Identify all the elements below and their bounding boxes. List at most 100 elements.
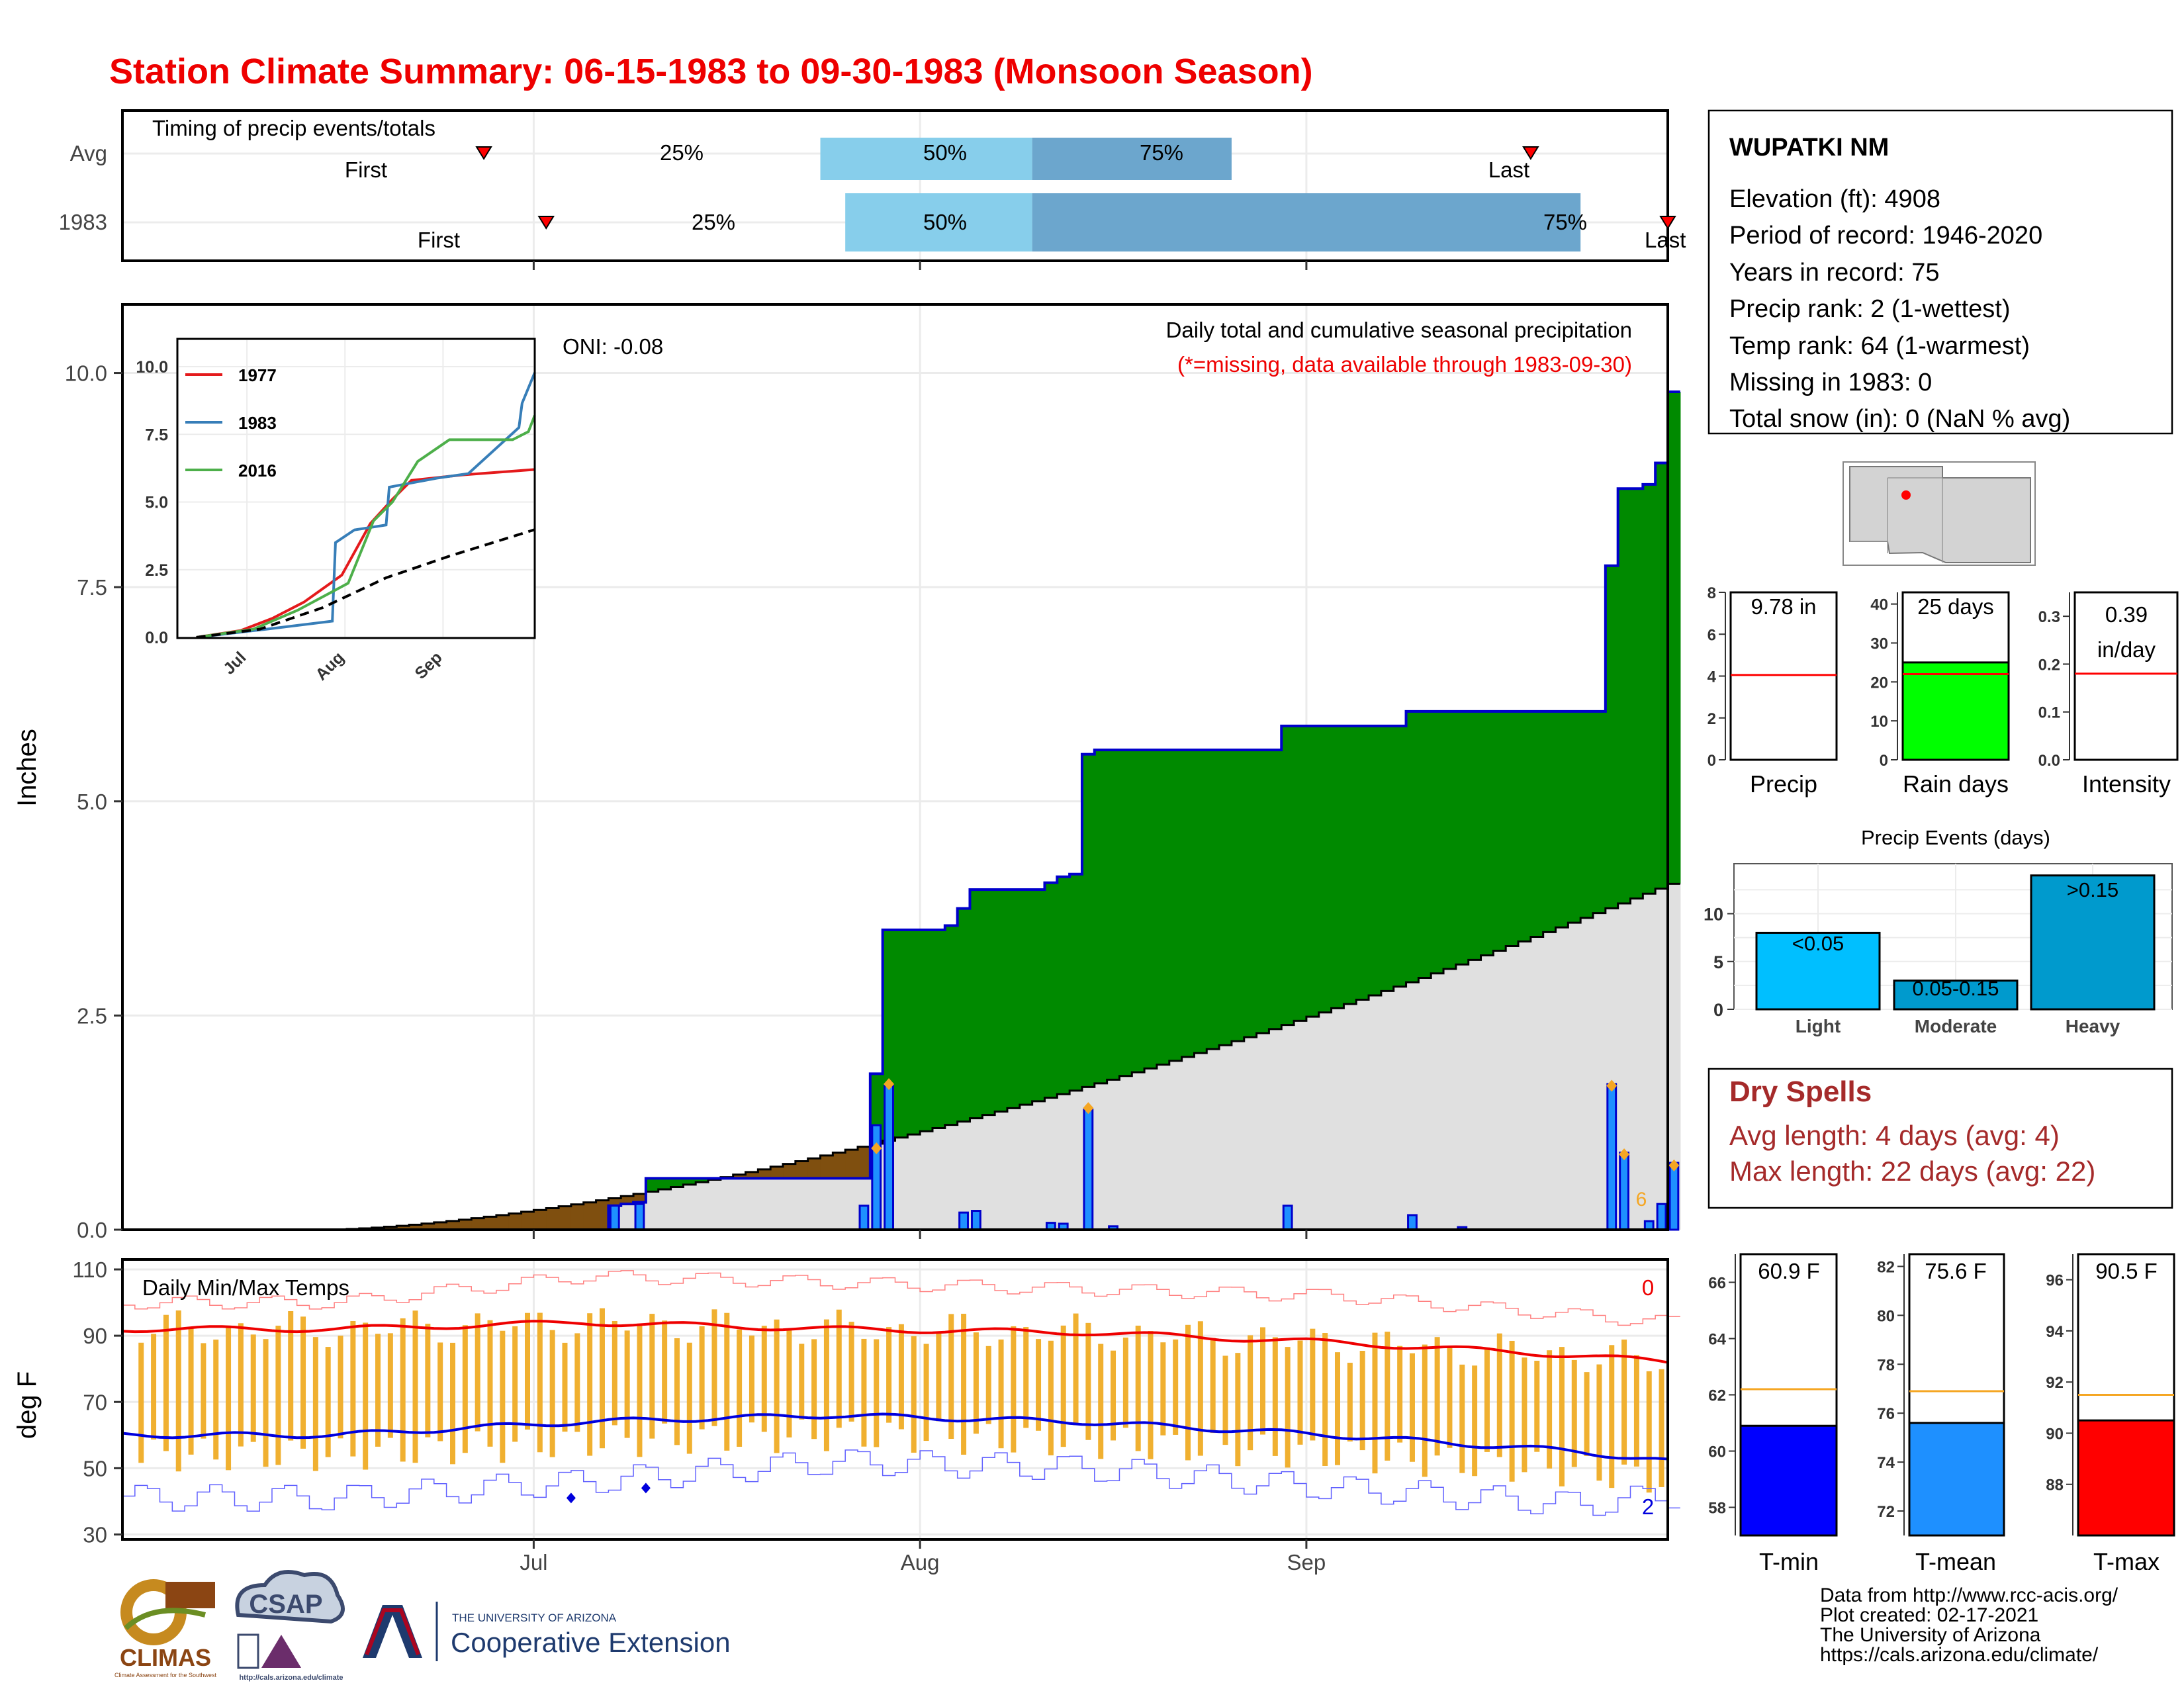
- inset-y-tick-label: 2.5: [145, 561, 168, 580]
- daily-temp-range-bar: [1584, 1372, 1590, 1456]
- temp-x-tick-label: Sep: [1287, 1550, 1326, 1575]
- daily-temp-range-bar: [637, 1324, 642, 1457]
- avg-cumulative-fill: [1406, 982, 1419, 1230]
- avg-cumulative-fill: [1257, 1033, 1269, 1230]
- daily-temp-range-bar: [961, 1314, 966, 1455]
- avg-cumulative-fill: [1157, 1065, 1169, 1230]
- daily-temp-range-bar: [1510, 1341, 1515, 1482]
- surplus-fill: [1020, 890, 1032, 1105]
- daily-temp-range-bar: [762, 1326, 767, 1432]
- inset-legend-1983: 1983: [238, 413, 277, 433]
- station-elevation: Elevation (ft): 4908: [1729, 185, 1940, 213]
- avg-cumulative-fill: [1069, 1091, 1082, 1230]
- timing-row-label-1983: 1983: [59, 210, 107, 234]
- events-y-tick-label: 0: [1713, 1000, 1723, 1020]
- daily-temp-range-bar: [600, 1308, 605, 1449]
- surplus-fill: [1244, 750, 1257, 1037]
- surplus-fill: [1281, 726, 1294, 1025]
- daily-temp-range-bar: [1048, 1341, 1054, 1455]
- surplus-fill: [995, 890, 1007, 1111]
- surplus-fill: [1531, 711, 1543, 937]
- surplus-fill: [1606, 566, 1618, 909]
- daily-temp-range-bar: [1647, 1371, 1652, 1492]
- daily-precip-bar: [1657, 1204, 1666, 1230]
- station-precip-rank: Precip rank: 2 (1-wettest): [1729, 295, 2010, 323]
- daily-temp-range-bar: [687, 1343, 692, 1454]
- summary-y-tick-label: 2: [1707, 710, 1716, 728]
- daily-precip-bar: [1670, 1163, 1678, 1230]
- daily-temp-range-bar: [936, 1332, 941, 1422]
- avg-cumulative-fill: [646, 1192, 659, 1230]
- timing-label: Timing of precip events/totals: [152, 116, 435, 140]
- temp-summary-y-tick-label: 94: [2046, 1323, 2064, 1341]
- daily-temp-range-bar: [674, 1338, 680, 1445]
- surplus-fill: [1232, 750, 1244, 1041]
- daily-temp-range-bar: [1459, 1365, 1465, 1473]
- summary-y-tick-label: 4: [1707, 668, 1717, 686]
- avg-cumulative-fill: [1394, 987, 1406, 1230]
- daily-temp-range-bar: [1385, 1332, 1390, 1461]
- deficit-fill: [808, 1158, 821, 1178]
- summary-y-tick-label: 10: [1870, 713, 1888, 731]
- summary-y-tick-label: 40: [1870, 596, 1888, 614]
- daily-temp-range-bar: [1260, 1327, 1265, 1434]
- daily-temp-range-bar: [263, 1339, 269, 1467]
- station-years: Years in record: 75: [1729, 259, 1940, 287]
- avg-cumulative-fill: [1095, 1083, 1107, 1230]
- temp-summary-y-tick-label: 90: [2046, 1425, 2064, 1443]
- oni-label: ONI: -0.08: [563, 334, 663, 359]
- summary-y-tick-label: 0.2: [2038, 656, 2060, 674]
- daily-temp-range-bar: [711, 1309, 717, 1426]
- daily-temp-range-bar: [625, 1330, 630, 1438]
- summary-y-tick-label: 0: [1707, 752, 1716, 770]
- avg-cumulative-fill: [1518, 942, 1531, 1230]
- temp-y-tick-label: 30: [83, 1522, 107, 1547]
- tmean-value: 75.6 F: [1925, 1259, 1987, 1283]
- deficit-fill: [845, 1150, 858, 1178]
- credits: Data from http://www.rcc-acis.org/ Plot …: [1820, 1584, 2118, 1666]
- surplus-fill: [1369, 726, 1381, 995]
- surplus-fill: [1144, 750, 1157, 1068]
- daily-temp-range-bar: [700, 1326, 705, 1430]
- surplus-fill: [659, 1178, 671, 1189]
- temp-summary-y-tick-label: 58: [1708, 1500, 1726, 1518]
- temp-summary-y-tick-label: 66: [1708, 1275, 1726, 1293]
- station-location-dot: [1901, 490, 1911, 500]
- timing-1983-q75: 75%: [1543, 210, 1587, 234]
- avg-cumulative-fill: [1418, 978, 1431, 1230]
- surplus-fill: [646, 1178, 659, 1191]
- timing-avg-last: Last: [1488, 158, 1529, 182]
- daily-temp-range-bar: [163, 1315, 169, 1451]
- events-y-tick-label: 5: [1713, 952, 1723, 972]
- deficit-fill: [596, 1201, 609, 1230]
- avg-cumulative-fill: [1580, 918, 1593, 1230]
- tmin-label: T-min: [1759, 1548, 1819, 1575]
- daily-temp-range-bar: [413, 1310, 418, 1463]
- surplus-fill: [1406, 711, 1419, 982]
- deficit-fill: [522, 1212, 534, 1230]
- avg-cumulative-fill: [1144, 1068, 1157, 1230]
- credit-plot-created: Plot created: 02-17-2021: [1820, 1604, 2038, 1626]
- temp-y-tick-label: 90: [83, 1324, 107, 1348]
- surplus-fill: [1257, 750, 1269, 1033]
- surplus-fill: [1319, 726, 1332, 1013]
- daily-temp-range-bar: [1522, 1357, 1527, 1472]
- daily-temp-range-bar: [824, 1320, 829, 1451]
- temp-y-tick-label: 50: [83, 1456, 107, 1481]
- avg-cumulative-fill: [1568, 923, 1580, 1230]
- daily-precip-bar: [872, 1125, 881, 1230]
- daily-temp-range-bar: [1484, 1348, 1490, 1452]
- avg-cumulative-fill: [995, 1112, 1007, 1230]
- daily-temp-range-bar: [425, 1324, 430, 1438]
- inset-legend-2016: 2016: [238, 461, 277, 480]
- precip-y-tick-label: 5.0: [77, 790, 107, 814]
- daily-temp-range-bar: [1634, 1355, 1639, 1467]
- daily-precip-bar: [1620, 1153, 1629, 1230]
- avg-cumulative-fill: [833, 1178, 845, 1230]
- surplus-fill: [1543, 711, 1556, 933]
- surplus-fill: [1618, 488, 1631, 903]
- avg-cumulative-fill: [1356, 999, 1369, 1230]
- temp-summary-y-tick-label: 60: [1708, 1443, 1726, 1461]
- daily-temp-range-bar: [911, 1336, 917, 1453]
- daily-temp-range-bar: [1609, 1345, 1614, 1488]
